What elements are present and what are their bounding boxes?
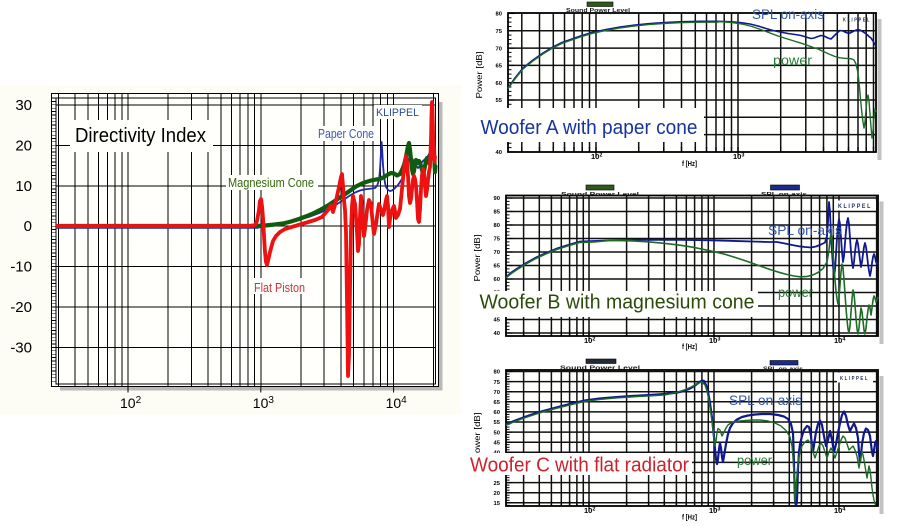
svg-text:45: 45 (494, 440, 501, 446)
svg-text:Sound Power Level: Sound Power Level (566, 8, 631, 14)
svg-text:Directivity Index: Directivity Index (75, 125, 206, 147)
svg-text:power: power (737, 452, 772, 468)
svg-text:55: 55 (494, 420, 501, 426)
svg-text:Sound Power Level: Sound Power Level (560, 366, 641, 372)
svg-text:10: 10 (15, 178, 32, 195)
svg-text:Power [dB]: Power [dB] (475, 52, 484, 99)
svg-text:Magnesium Cone: Magnesium Cone (228, 176, 314, 190)
svg-text:0: 0 (24, 218, 32, 235)
svg-text:-20: -20 (10, 299, 32, 316)
svg-text:KLIPPEL: KLIPPEL (376, 107, 419, 119)
svg-text:60: 60 (494, 277, 500, 283)
svg-text:f [Hz]: f [Hz] (682, 161, 697, 168)
svg-text:SPL on-axis: SPL on-axis (729, 392, 802, 408)
svg-text:-30: -30 (10, 339, 32, 356)
svg-text:70: 70 (494, 250, 500, 256)
svg-text:70: 70 (496, 46, 502, 52)
svg-text:Sound Power Level: Sound Power Level (561, 192, 640, 198)
svg-text:Woofer B with magnesium cone: Woofer B with magnesium cone (480, 291, 755, 314)
svg-text:65: 65 (494, 400, 501, 406)
svg-text:KLIPPEL: KLIPPEL (840, 376, 869, 382)
svg-text:75: 75 (496, 29, 503, 35)
svg-text:80: 80 (494, 370, 500, 376)
svg-text:Power [dB]: Power [dB] (473, 413, 482, 460)
svg-text:Power [dB]: Power [dB] (473, 235, 482, 282)
svg-text:102: 102 (584, 506, 595, 515)
svg-text:85: 85 (494, 210, 501, 216)
svg-text:KLIPPEL: KLIPPEL (838, 203, 872, 210)
svg-text:power: power (773, 52, 812, 68)
svg-text:Woofer A with paper cone: Woofer A with paper cone (481, 117, 698, 139)
svg-text:f [Hz]: f [Hz] (682, 344, 697, 351)
svg-text:Woofer C with flat radiator: Woofer C with flat radiator (470, 455, 689, 477)
svg-text:60: 60 (494, 410, 500, 416)
svg-text:103: 103 (733, 152, 744, 161)
svg-text:25: 25 (494, 481, 501, 487)
svg-text:90: 90 (494, 196, 500, 202)
svg-text:40: 40 (496, 150, 502, 156)
svg-text:75: 75 (494, 380, 501, 386)
svg-text:f [Hz]: f [Hz] (682, 515, 697, 522)
svg-text:45: 45 (494, 318, 501, 324)
svg-text:65: 65 (496, 64, 503, 70)
svg-text:103: 103 (709, 506, 720, 515)
svg-text:SPL on-axis: SPL on-axis (761, 192, 807, 198)
svg-text:15: 15 (494, 501, 501, 507)
svg-text:SPL on-axis: SPL on-axis (752, 6, 824, 22)
svg-text:102: 102 (584, 336, 595, 345)
svg-text:80: 80 (494, 223, 500, 229)
svg-text:104: 104 (834, 336, 846, 345)
svg-text:40: 40 (494, 331, 500, 337)
svg-text:103: 103 (709, 336, 720, 345)
svg-text:75: 75 (494, 237, 501, 243)
svg-text:Flat Piston: Flat Piston (254, 281, 305, 295)
svg-text:SPL on-axis: SPL on-axis (763, 367, 803, 373)
svg-text:30: 30 (15, 97, 32, 114)
svg-text:60: 60 (496, 81, 502, 87)
svg-text:80: 80 (496, 12, 502, 18)
svg-text:SPL on-axis: SPL on-axis (768, 222, 842, 238)
svg-text:50: 50 (494, 430, 500, 436)
svg-text:102: 102 (591, 152, 602, 161)
svg-text:20: 20 (15, 137, 32, 154)
svg-text:KLIPPEL: KLIPPEL (843, 18, 871, 24)
svg-text:20: 20 (494, 491, 500, 497)
svg-text:104: 104 (834, 506, 846, 515)
svg-text:-10: -10 (10, 259, 32, 276)
svg-text:55: 55 (496, 98, 503, 104)
svg-text:power: power (778, 284, 813, 300)
svg-text:70: 70 (494, 390, 500, 396)
svg-text:Paper Cone: Paper Cone (318, 127, 374, 141)
svg-text:65: 65 (494, 264, 501, 270)
